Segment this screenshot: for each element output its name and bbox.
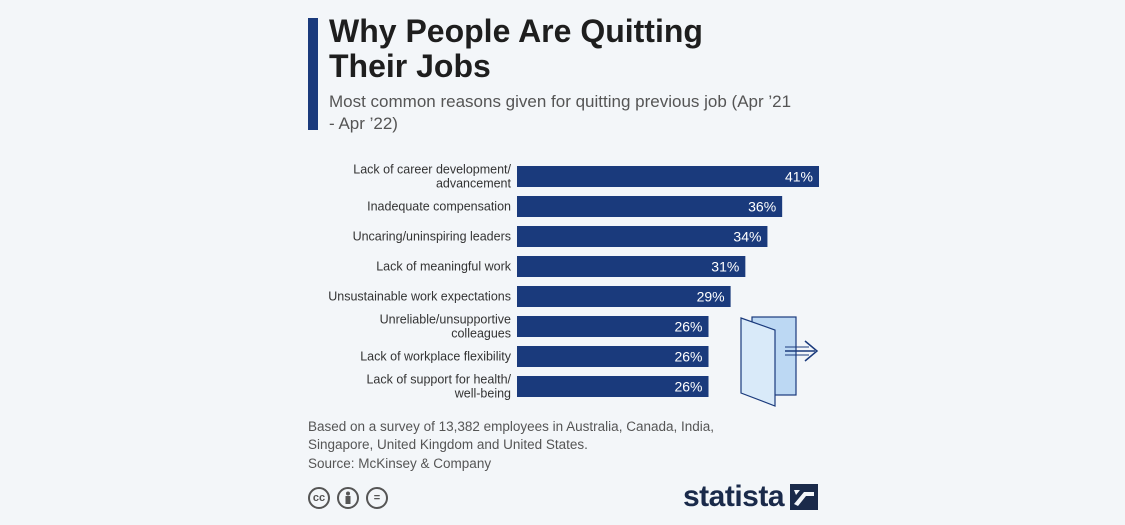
bar-value-label: 26%: [674, 319, 702, 335]
bar: [517, 196, 783, 217]
category-label: Unreliable/unsupportive colleagues: [380, 313, 511, 341]
category-label: Lack of career development/advancement: [353, 163, 511, 191]
title-accent-bar: [308, 18, 318, 130]
bar-value-label: 29%: [697, 289, 725, 305]
statista-logo-mark-icon: [790, 484, 819, 510]
source-text: Source: McKinsey & Company: [308, 456, 492, 471]
bar: [517, 286, 731, 307]
creative-commons-icon[interactable]: cc: [308, 487, 330, 509]
bar: [517, 316, 709, 337]
category-label: Lack of meaningful work: [376, 260, 512, 274]
bar: [517, 346, 709, 367]
no-derivatives-icon[interactable]: =: [366, 487, 388, 509]
bar: [517, 226, 768, 247]
category-label: Uncaring/uninspiring leaders: [353, 230, 511, 244]
category-label: Unsustainable work expectations: [328, 290, 511, 304]
bar: [517, 256, 746, 277]
bar-value-label: 41%: [785, 169, 813, 185]
bar-value-label: 26%: [674, 379, 702, 395]
category-label: Lack of workplace flexibility: [360, 350, 512, 364]
bar: [517, 166, 819, 187]
category-label: Inadequate compensation: [367, 200, 511, 214]
door-exit-icon: [740, 316, 819, 407]
bar: [517, 376, 709, 397]
attribution-icon[interactable]: [337, 487, 359, 509]
survey-note: Based on a survey of 13,382 employees in…: [308, 419, 715, 452]
statista-logo-text: statista: [683, 480, 785, 513]
category-label: Lack of support for health/well-being: [366, 373, 511, 401]
chart-title: Why People Are Quitting Their Jobs: [329, 13, 703, 84]
statista-logo[interactable]: statista: [683, 480, 819, 514]
bar-value-label: 31%: [711, 259, 739, 275]
chart-subtitle: Most common reasons given for quitting p…: [329, 92, 792, 133]
bar-value-label: 34%: [733, 229, 761, 245]
bar-value-label: 36%: [748, 199, 776, 215]
bar-value-label: 26%: [674, 349, 702, 365]
license-icons: cc =: [308, 487, 388, 509]
